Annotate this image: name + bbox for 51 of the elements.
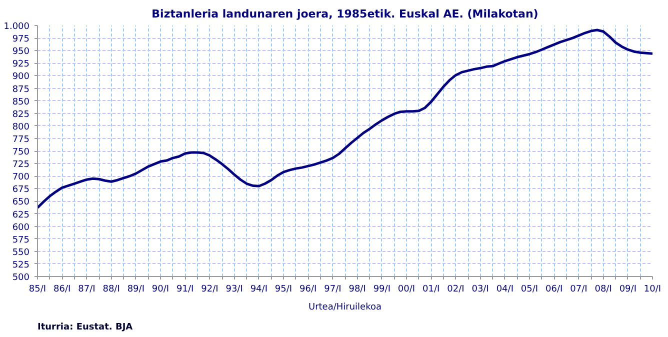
y-tick-label: 775 xyxy=(12,134,30,145)
y-tick-label: 550 xyxy=(12,248,30,258)
y-tick-label: 525 xyxy=(12,260,30,270)
x-tick-label: 99/I xyxy=(373,284,390,294)
y-tick-label: 650 xyxy=(12,198,30,208)
x-tick-label: 88/I xyxy=(102,284,120,294)
x-axis-title: Urtea/Hiruilekoa xyxy=(308,302,382,312)
x-tick-label: 91/I xyxy=(176,284,194,294)
y-tick-label: 825 xyxy=(12,110,30,120)
y-tick-label: 675 xyxy=(12,185,30,196)
x-tick-label: 87/I xyxy=(78,284,96,294)
y-tick-label: 625 xyxy=(12,210,30,220)
x-tick-label: 01/I xyxy=(422,284,440,294)
y-tick-label: 875 xyxy=(12,84,30,95)
text: Iturria: Eustat. BJA xyxy=(38,322,133,332)
x-tick-label: 00/I xyxy=(398,284,416,294)
x-tick-label: 97/I xyxy=(324,284,342,294)
y-tick-label: 800 xyxy=(12,122,30,132)
y-tick-label: 950 xyxy=(12,47,30,58)
y-tick-label: 600 xyxy=(12,222,30,233)
x-tick-label: 86/I xyxy=(54,284,71,294)
x-tick-label: 05/I xyxy=(520,284,538,294)
x-tick-label: 85/I xyxy=(28,284,46,294)
y-tick-label: 700 xyxy=(12,172,30,183)
x-tick-label: 04/I xyxy=(496,284,514,294)
x-tick-label: 10/I xyxy=(644,284,662,294)
line-series xyxy=(38,28,652,209)
x-tick-label: 94/I xyxy=(250,284,268,294)
y-tick-label: 925 xyxy=(12,60,30,70)
y-tick-label: 850 xyxy=(12,97,30,108)
y-tick-label: 725 xyxy=(12,160,30,170)
x-tick-label: 95/I xyxy=(274,284,292,294)
x-tick-label: 08/I xyxy=(594,284,612,294)
x-tick-label: 06/I xyxy=(546,284,563,294)
y-tick-label: 975 xyxy=(12,34,30,45)
x-tick-label: 98/I xyxy=(348,284,366,294)
x-tick-label: 92/I xyxy=(201,284,218,294)
y-tick-label: 750 xyxy=(12,148,30,158)
x-tick-label: 02/I xyxy=(447,284,464,294)
y-tick-label: 575 xyxy=(12,235,30,246)
x-tick-label: 93/I xyxy=(226,284,243,294)
x-tick-label: 07/I xyxy=(570,284,588,294)
x-tick-label: 90/I xyxy=(152,284,170,294)
y-tick-label: 900 xyxy=(12,72,30,82)
y-tick-label: 1.000 xyxy=(4,22,30,32)
x-tick-label: 03/I xyxy=(472,284,489,294)
x-tick-label: 09/I xyxy=(619,284,636,294)
y-tick-label: 500 xyxy=(12,273,30,283)
x-tick-label: 89/I xyxy=(127,284,144,294)
chart-title: Biztanleria landunaren joera, 1985etik. Euskal AE. (Milakotan) xyxy=(152,8,538,20)
x-tick-label: 96/I xyxy=(300,284,317,294)
